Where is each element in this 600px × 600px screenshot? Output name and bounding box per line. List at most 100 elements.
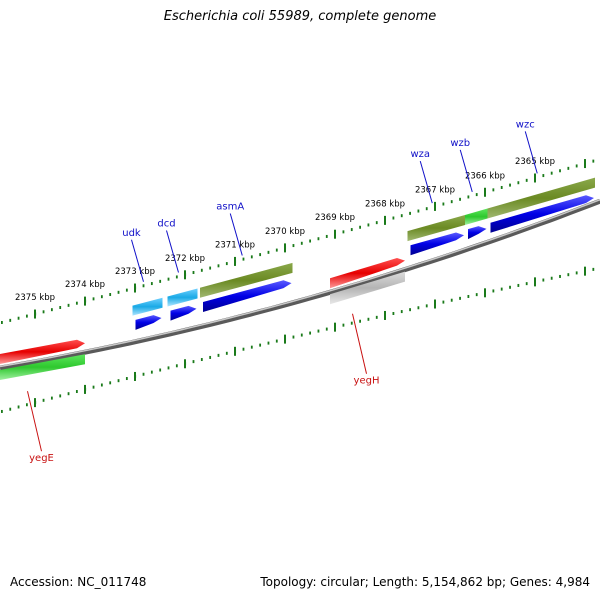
scale-label: 2365 kbp (515, 157, 555, 167)
lower-scale-minor-tick (309, 331, 312, 335)
upper-scale-minor-tick (309, 239, 312, 243)
gene-label-asmA[interactable]: asmA (216, 201, 244, 212)
lower-scale-minor-tick (367, 317, 370, 321)
upper-scale-minor-tick (500, 185, 503, 189)
gene-label-yegH[interactable]: yegH (354, 376, 380, 387)
upper-scale-minor-tick (50, 308, 53, 312)
lower-scale-minor-tick (467, 294, 470, 298)
gene-features[interactable] (0, 177, 596, 380)
upper-scale-minor-tick (409, 211, 411, 215)
upper-scale-major-tick (584, 159, 586, 169)
upper-scale-minor-tick (209, 266, 212, 270)
leader-line-asmA (229, 213, 243, 256)
upper-scale-minor-tick (9, 318, 12, 322)
upper-scale-minor-tick (175, 275, 178, 279)
lower-scale-minor-tick (275, 339, 278, 343)
gene-wza[interactable] (407, 214, 466, 242)
upper-scale-minor-tick (367, 223, 370, 227)
gene-label-dcd[interactable]: dcd (157, 219, 175, 230)
scale-label: 2368 kbp (365, 199, 405, 209)
lower-scale-minor-tick (225, 351, 228, 355)
cds-asmA[interactable] (203, 280, 292, 312)
lower-scale-minor-tick (459, 296, 461, 300)
upper-scale-minor-tick (59, 306, 62, 310)
lower-scale-major-tick (234, 346, 236, 356)
gene-dcd[interactable] (167, 288, 198, 307)
lower-scale-minor-tick (509, 285, 511, 289)
lower-scale-minor-tick (517, 283, 520, 287)
lower-scale-minor-tick (150, 370, 153, 374)
lower-scale-minor-tick (292, 335, 295, 339)
leader-line-yegE (27, 391, 42, 452)
lower-scale-minor-tick (100, 383, 103, 387)
upper-scale-minor-tick (17, 316, 20, 320)
lower-scale-minor-tick (542, 278, 545, 282)
gene-label-wza[interactable]: wza (410, 149, 430, 160)
gene-label-wzc[interactable]: wzc (516, 119, 535, 130)
upper-scale-major-tick (234, 256, 236, 266)
gene-asmA[interactable] (200, 262, 293, 298)
gene-yegH[interactable] (330, 271, 405, 305)
leader-line-wza (419, 161, 433, 204)
lower-scale-minor-tick (450, 298, 453, 302)
upper-scale-major-tick (184, 270, 186, 280)
cds-wzc[interactable] (490, 195, 595, 233)
lower-scale-minor-tick (42, 398, 45, 402)
upper-scale-minor-tick (450, 200, 453, 204)
gene-label-udk[interactable]: udk (122, 228, 141, 239)
lower-scale-minor-tick (92, 385, 95, 389)
lower-scale-minor-tick (67, 392, 70, 396)
upper-scale-minor-tick (542, 174, 545, 178)
scale-label: 2373 kbp (115, 267, 155, 277)
lower-scale-minor-tick (300, 333, 303, 337)
gene-udk[interactable] (132, 297, 163, 316)
cds-wzb[interactable] (468, 226, 487, 240)
lower-scale-minor-tick (1, 409, 3, 413)
upper-scale-minor-tick (200, 268, 203, 272)
cds-yegE[interactable] (0, 339, 85, 364)
upper-scale-minor-tick (75, 301, 78, 305)
lower-scale-major-tick (434, 299, 436, 309)
upper-scale-minor-tick (275, 248, 278, 252)
gene-wzc[interactable] (487, 177, 596, 219)
gene-label-wzb[interactable]: wzb (450, 138, 470, 149)
lower-scale-minor-tick (117, 379, 120, 383)
lower-scale-minor-tick (267, 341, 270, 345)
upper-scale-minor-tick (442, 202, 445, 206)
cds-yegH[interactable] (330, 258, 405, 289)
backbone-line (0, 198, 600, 371)
gene-wzb[interactable] (465, 208, 488, 225)
upper-scale-minor-tick (375, 221, 378, 225)
cds-udk[interactable] (135, 315, 162, 330)
upper-scale-major-tick (84, 296, 86, 306)
lower-scale-minor-tick (500, 287, 503, 291)
upper-scale-minor-tick (559, 169, 561, 173)
leader-line-udk (131, 239, 144, 282)
gene-yegE[interactable] (0, 354, 85, 380)
upper-scale-major-tick (134, 283, 136, 293)
upper-scale-major-tick (34, 309, 36, 319)
upper-scale-minor-tick (425, 207, 428, 211)
lower-scale-major-tick (584, 266, 586, 276)
upper-scale-minor-tick (567, 166, 570, 170)
upper-scale-minor-tick (525, 178, 528, 182)
leader-line-wzc (524, 131, 538, 174)
map-title: Escherichia coli 55989, complete genome (163, 9, 437, 24)
leader-line-yegH (352, 313, 367, 374)
lower-scale-minor-tick (209, 355, 212, 359)
upper-scale-minor-tick (267, 250, 270, 254)
lower-scale-minor-tick (242, 347, 245, 351)
cds-dcd[interactable] (170, 305, 197, 321)
upper-scale-minor-tick (250, 255, 253, 259)
lower-scale-minor-tick (109, 381, 112, 385)
gene-label-yegE[interactable]: yegE (29, 453, 54, 464)
lower-scale-minor-tick (192, 360, 195, 364)
lower-scale-minor-tick (575, 271, 578, 275)
upper-scale-major-tick (284, 243, 286, 253)
upper-scale-minor-tick (150, 282, 153, 286)
scale-label: 2366 kbp (465, 171, 505, 181)
upper-scale-minor-tick (550, 171, 553, 175)
cds-wza[interactable] (410, 232, 465, 256)
lower-scale-minor-tick (200, 358, 203, 362)
